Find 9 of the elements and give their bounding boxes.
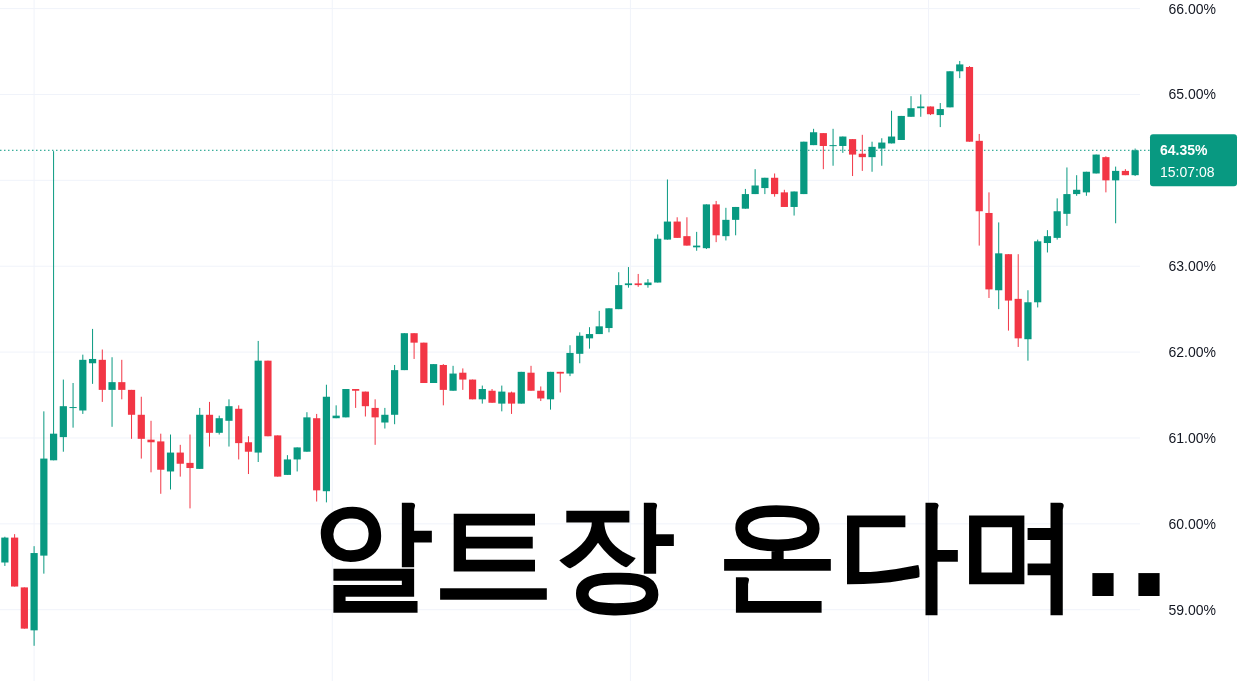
- y-tick-label: 63.00%: [1168, 258, 1216, 275]
- ref-line-label: 64.35%: [1160, 142, 1209, 159]
- y-tick-label: 65.00%: [1168, 86, 1216, 103]
- y-tick-label: 62.00%: [1168, 344, 1216, 361]
- y-tick-label: 60.00%: [1168, 515, 1216, 532]
- y-tick-label: 59.00%: [1168, 601, 1216, 618]
- y-tick-label: 61.00%: [1168, 429, 1216, 446]
- y-tick-label: 66.00%: [1168, 0, 1216, 17]
- price-label: 64.35% 15:07:08: [1150, 134, 1237, 187]
